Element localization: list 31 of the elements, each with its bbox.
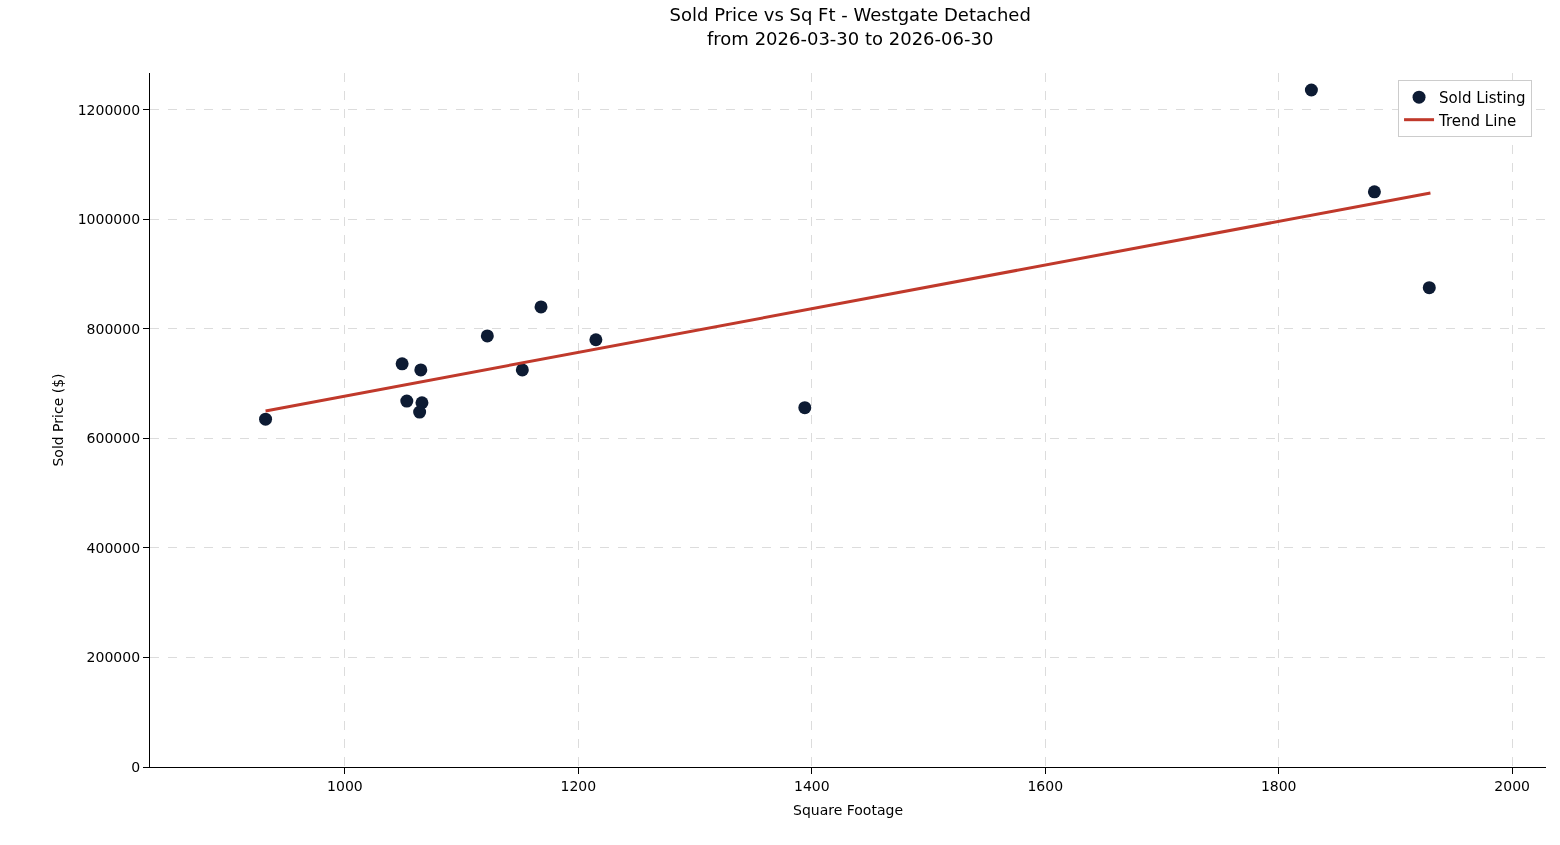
point — [413, 405, 427, 419]
point — [400, 394, 414, 408]
x-tick-label: 2000 — [1494, 777, 1530, 794]
x-tick-label: 1000 — [327, 777, 363, 794]
legend-label: Sold Listing — [1439, 89, 1526, 108]
x-axis-title: Square Footage — [793, 802, 903, 819]
y-tick-label: 800000 — [86, 320, 141, 337]
x-tick-label: 1800 — [1260, 777, 1297, 794]
point — [515, 363, 529, 377]
x-tick-label: 1400 — [794, 777, 830, 794]
x-tick-label: 1200 — [560, 777, 597, 794]
point — [534, 300, 548, 314]
point — [395, 357, 409, 371]
y-tick-label: 1000000 — [77, 211, 141, 228]
point — [1422, 281, 1436, 295]
y-tick-label: 600000 — [86, 430, 141, 447]
point — [259, 412, 273, 426]
point — [1304, 83, 1318, 97]
y-tick-label: 200000 — [86, 649, 141, 666]
point — [1367, 185, 1381, 199]
point — [414, 363, 428, 377]
point — [480, 329, 494, 343]
point — [798, 401, 812, 415]
chart-title: Sold Price vs Sq Ft - Westgate Detached from 2026-03-30 to 2026-06-30 — [669, 4, 1031, 49]
x-tick-label: 1600 — [1027, 777, 1064, 794]
point — [589, 333, 603, 347]
y-tick-label: 400000 — [86, 539, 141, 556]
y-tick-label: 1200000 — [77, 101, 141, 118]
y-axis-title: Sold Price ($) — [50, 373, 67, 467]
y-tick-label: 0 — [131, 758, 141, 775]
legend-label: Trend Line — [1438, 111, 1517, 130]
